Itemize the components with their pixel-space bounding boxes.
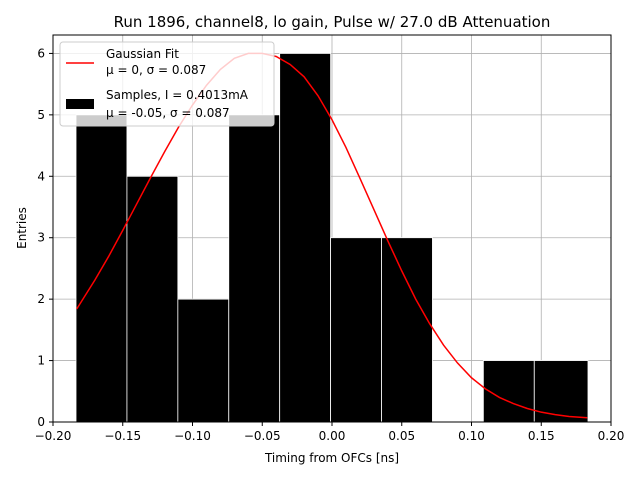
legend-box — [59, 41, 275, 127]
y-tick-label: 5 — [37, 108, 45, 122]
x-tick-label: 0.05 — [388, 429, 415, 443]
histogram-bar — [482, 360, 535, 423]
legend-samples-label: Samples, I = 0.4013mA — [106, 88, 249, 102]
x-tick-label: −0.05 — [244, 429, 281, 443]
x-tick-label: 0.20 — [598, 429, 625, 443]
y-tick-label: 6 — [37, 46, 45, 60]
y-tick-label: 4 — [37, 169, 45, 183]
x-tick-label: −0.15 — [104, 429, 141, 443]
legend-samples-params: μ = -0.05, σ = 0.087 — [106, 106, 230, 120]
chart-title: Run 1896, channel8, lo gain, Pulse w/ 27… — [114, 13, 551, 31]
x-axis-ticks: −0.20 −0.15 −0.10 −0.05 0.00 0.05 0.10 0.15 0.20 — [35, 422, 625, 443]
histogram-bar — [279, 53, 332, 423]
x-tick-label: 0.10 — [458, 429, 485, 443]
x-axis-label: Timing from OFCs [ns] — [264, 451, 399, 465]
legend-samples-swatch — [66, 99, 94, 109]
fit-curve-group — [76, 52, 588, 419]
legend-fit-label: Gaussian Fit — [106, 47, 179, 61]
x-tick-label: 0.15 — [528, 429, 555, 443]
y-axis-ticks: 0 1 2 3 4 5 6 — [37, 46, 53, 429]
y-tick-label: 2 — [37, 292, 45, 306]
y-tick-label: 1 — [37, 354, 45, 368]
histogram-bar — [228, 114, 281, 423]
histogram-bar — [177, 298, 230, 423]
histogram-bar — [126, 175, 179, 423]
y-axis-label: Entries — [15, 207, 29, 249]
legend-fit-params: μ = 0, σ = 0.087 — [106, 63, 206, 77]
legend: Gaussian Fit μ = 0, σ = 0.087 Samples, I… — [59, 41, 275, 127]
x-tick-label: −0.10 — [174, 429, 211, 443]
histogram-bar — [330, 237, 382, 423]
histogram-bar — [381, 237, 433, 423]
gaussian-fit-line — [76, 52, 588, 419]
y-tick-label: 3 — [37, 231, 45, 245]
x-tick-label: 0.00 — [319, 429, 346, 443]
x-tick-label: −0.20 — [35, 429, 72, 443]
y-tick-label: 0 — [37, 415, 45, 429]
